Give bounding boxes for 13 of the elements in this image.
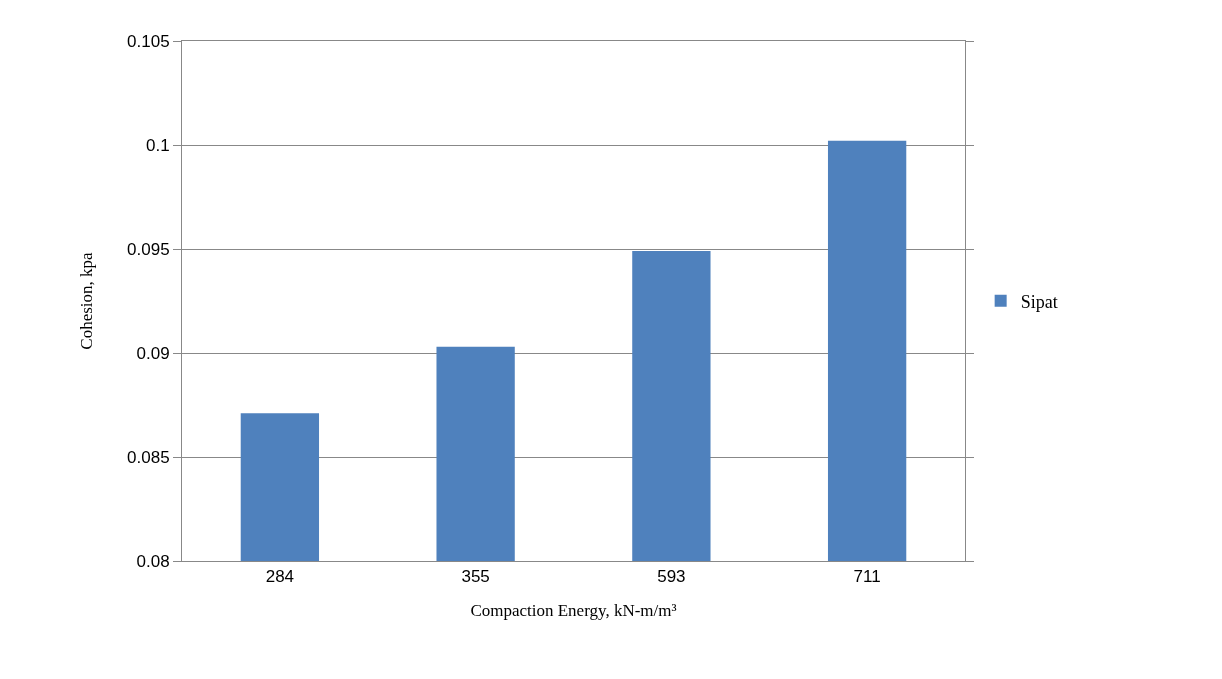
y-tick-label: 0.085: [127, 447, 170, 467]
x-axis-title: Compaction Energy, kN-m/m³: [470, 600, 677, 620]
x-tick-label: 711: [853, 567, 881, 587]
legend-label: Sipat: [1020, 291, 1058, 312]
y-tick-label: 0.1: [145, 135, 170, 155]
y-tick-label: 0.095: [127, 239, 170, 259]
y-axis-title: Cohesion, kpa: [76, 251, 96, 350]
x-tick-label: 355: [461, 567, 490, 587]
y-tick-label: 0.09: [136, 343, 170, 363]
y-tick-label: 0.105: [127, 31, 170, 51]
x-tick-label: 284: [265, 567, 295, 587]
x-tick-label: 593: [657, 567, 686, 587]
y-tick-label: 0.08: [136, 551, 170, 571]
